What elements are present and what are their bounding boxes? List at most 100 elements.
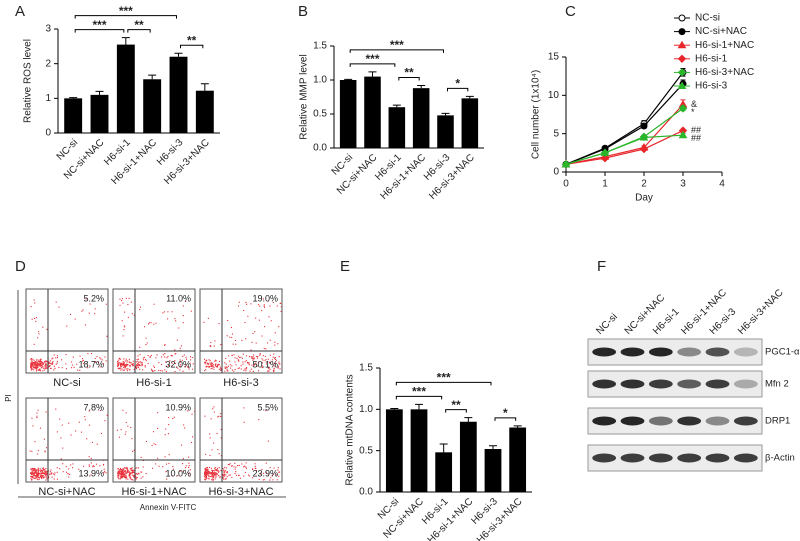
dot xyxy=(149,356,151,358)
significance-label: *** xyxy=(390,38,404,52)
dot xyxy=(258,418,260,421)
dot xyxy=(39,368,41,370)
blot-strip xyxy=(587,407,763,435)
dot xyxy=(171,355,173,357)
dot xyxy=(136,467,138,469)
dot xyxy=(119,367,121,370)
dot xyxy=(72,463,74,465)
dot xyxy=(225,363,227,365)
dot xyxy=(261,335,263,337)
point xyxy=(600,153,610,163)
dot xyxy=(215,363,217,365)
band xyxy=(677,347,702,357)
dot xyxy=(132,469,134,471)
quadrant-percent: 18.7% xyxy=(78,359,104,369)
dot xyxy=(121,474,123,477)
dot xyxy=(189,469,191,471)
protein-label: PGC1-α xyxy=(765,347,800,358)
dot xyxy=(77,369,79,371)
dot xyxy=(206,471,208,473)
dot xyxy=(208,477,210,479)
dot xyxy=(268,316,270,318)
dot xyxy=(191,413,193,415)
dot xyxy=(132,471,134,473)
dot xyxy=(243,369,245,371)
dot xyxy=(137,472,139,474)
dot xyxy=(138,361,140,363)
dot xyxy=(243,421,245,423)
dot xyxy=(213,368,215,370)
dot xyxy=(220,413,222,415)
dot xyxy=(31,361,33,363)
dot xyxy=(56,431,58,433)
dot xyxy=(164,369,166,371)
dot xyxy=(123,361,125,364)
dot xyxy=(89,365,91,367)
dot xyxy=(222,476,224,478)
dot xyxy=(152,431,155,433)
dot xyxy=(204,472,206,474)
dot xyxy=(99,465,101,467)
dot xyxy=(65,465,67,468)
dot xyxy=(219,477,221,479)
dot xyxy=(43,438,45,440)
dot xyxy=(35,477,37,479)
dot xyxy=(278,361,280,363)
dot xyxy=(125,477,127,479)
dot xyxy=(119,362,122,364)
dot xyxy=(55,357,57,359)
dot xyxy=(45,467,47,470)
dot xyxy=(172,417,174,420)
dot xyxy=(81,310,83,312)
dot xyxy=(228,474,230,476)
dot xyxy=(69,473,71,475)
dot xyxy=(220,437,222,439)
bar xyxy=(410,409,428,492)
band xyxy=(733,416,758,426)
dot xyxy=(31,365,33,367)
dot xyxy=(123,363,125,365)
dot xyxy=(35,366,37,368)
dot xyxy=(267,358,269,360)
dot xyxy=(117,362,119,364)
dot xyxy=(236,357,238,359)
dot xyxy=(40,474,42,476)
dot xyxy=(214,467,216,469)
annotation: & xyxy=(691,99,697,109)
dot xyxy=(137,363,139,365)
dot xyxy=(262,355,264,357)
band xyxy=(620,453,645,463)
dot xyxy=(120,470,122,472)
plot-frame xyxy=(25,397,109,483)
dot xyxy=(34,474,36,477)
dot xyxy=(120,364,122,366)
dot xyxy=(253,354,255,356)
dot xyxy=(30,358,32,360)
dot xyxy=(215,472,217,474)
dot xyxy=(204,468,206,470)
legend-marker xyxy=(677,68,687,77)
dot xyxy=(33,361,35,364)
dot xyxy=(126,361,128,363)
dot xyxy=(84,419,86,421)
dot xyxy=(122,409,124,411)
dot xyxy=(117,363,119,365)
dot xyxy=(189,356,192,358)
dot xyxy=(151,444,153,447)
dot xyxy=(44,472,46,474)
dot xyxy=(268,368,270,370)
dot xyxy=(39,364,41,366)
dot xyxy=(126,473,128,475)
dot xyxy=(238,359,240,361)
dot xyxy=(168,417,170,419)
series-line xyxy=(565,71,684,165)
dot xyxy=(256,355,258,358)
dot xyxy=(123,369,125,371)
dot xyxy=(238,301,240,303)
dot xyxy=(78,468,80,470)
dot xyxy=(222,477,224,479)
sample-name: H6-si-1+NAC xyxy=(121,486,186,498)
dot xyxy=(117,468,119,470)
dot xyxy=(265,410,267,412)
dot xyxy=(216,365,218,367)
